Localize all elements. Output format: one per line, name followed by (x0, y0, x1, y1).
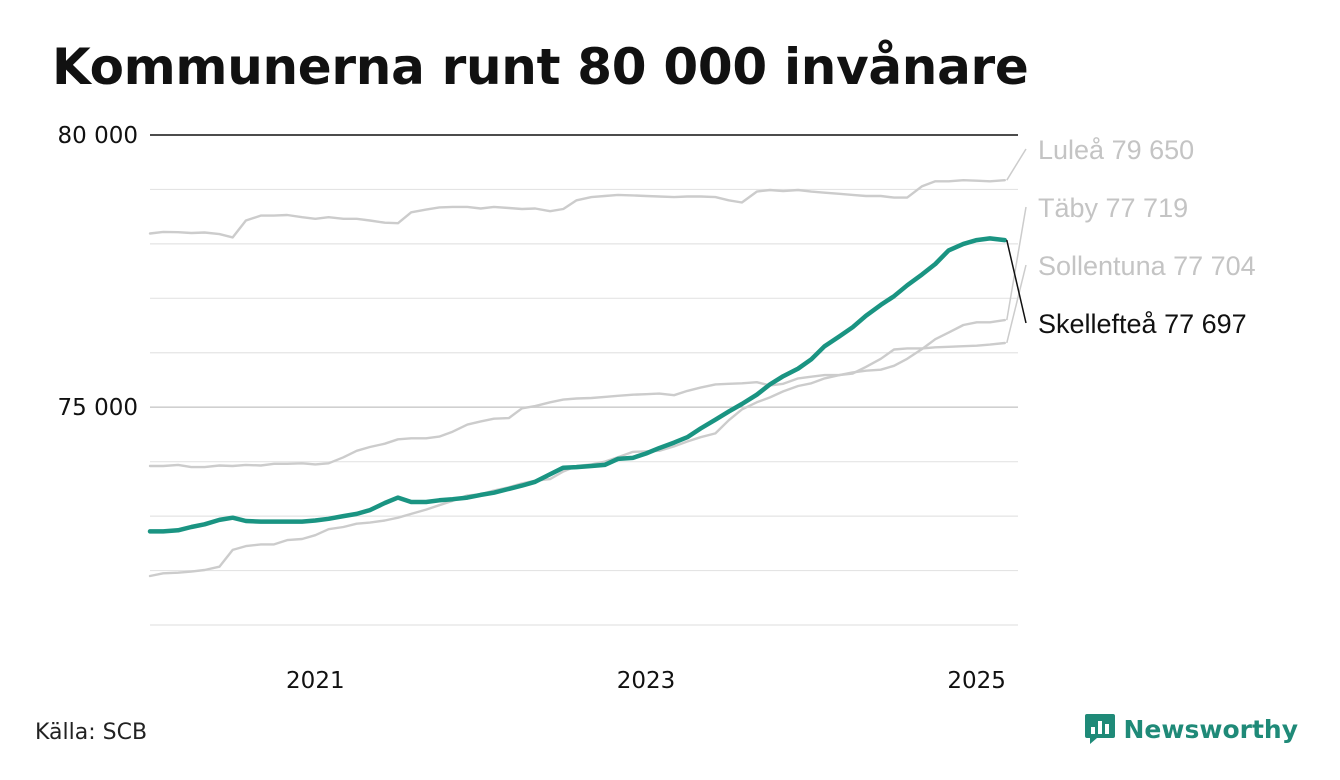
x-tick-label: 2025 (947, 668, 1006, 694)
grid-lines (150, 134, 1018, 626)
brand-name: Newsworthy (1123, 714, 1299, 744)
series-line-luleå (148, 178, 1006, 239)
label-connector (1006, 206, 1027, 321)
chart-title: Kommunerna runt 80 000 invånare (52, 38, 1029, 96)
series-line-täby (148, 318, 1006, 578)
chart-bubble-icon (1084, 714, 1115, 744)
y-axis-ticks: 80 000 75 000 (58, 123, 138, 421)
x-tick-label: 2021 (286, 668, 345, 694)
y-tick-label: 80 000 (58, 123, 138, 149)
x-tick-label: 2023 (617, 668, 676, 694)
source-note: Källa: SCB (35, 720, 148, 745)
series-end-label: Skellefteå 77 697 (1038, 309, 1247, 339)
series-end-label: Luleå 79 650 (1038, 135, 1194, 165)
x-axis-ticks: 2021 2023 2025 (286, 668, 1006, 694)
end-labels: Luleå 79 650 Täby 77 719 Sollentuna 77 704… (1006, 135, 1256, 344)
label-connector (1006, 148, 1027, 181)
label-connector (1006, 239, 1027, 324)
series-line-skellefteå (147, 236, 1008, 534)
series-end-label: Täby 77 719 (1038, 193, 1188, 223)
series-lines (147, 178, 1008, 578)
series-end-label: Sollentuna 77 704 (1038, 251, 1256, 281)
y-tick-label: 75 000 (58, 395, 138, 421)
label-connector (1006, 264, 1027, 344)
brand-logo: Newsworthy (1084, 712, 1299, 746)
series-line-sollentuna (148, 341, 1006, 469)
